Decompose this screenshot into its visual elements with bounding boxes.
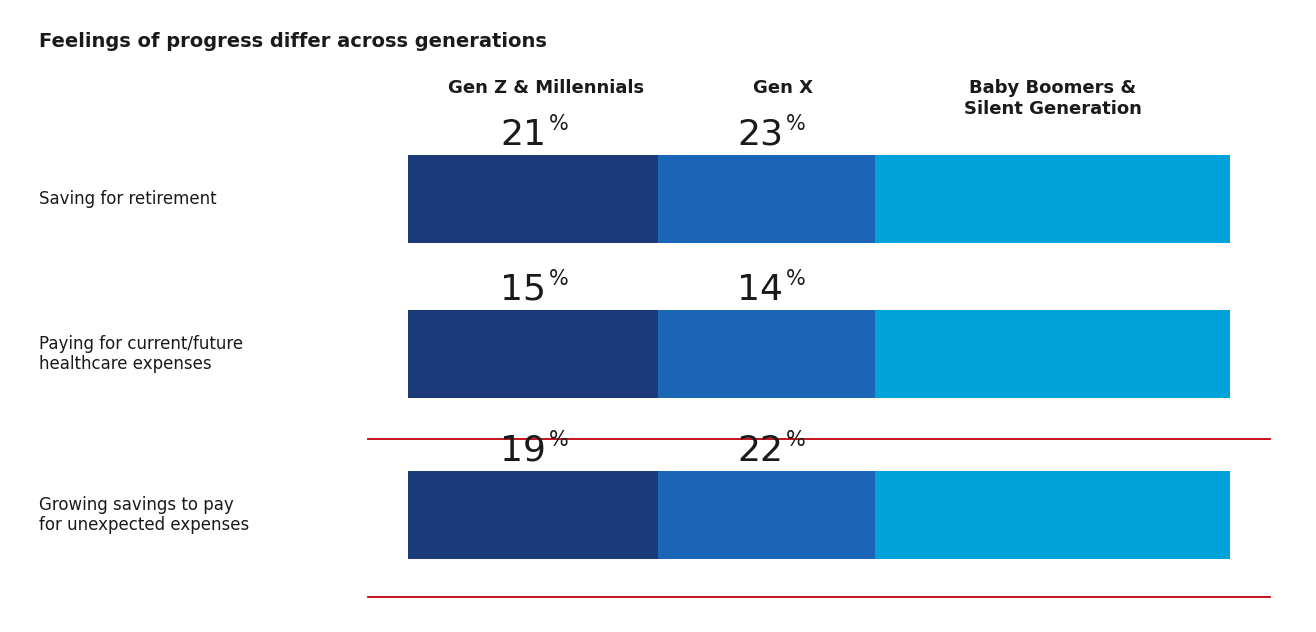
Text: Gen Z & Millennials: Gen Z & Millennials [447,79,645,97]
Bar [875,471,1230,559]
Text: 19: 19 [500,434,546,468]
Bar [875,310,1230,398]
Bar [408,310,684,398]
Text: 21: 21 [500,118,546,152]
Text: %: % [549,430,569,450]
Text: 23: 23 [737,118,783,152]
Text: %: % [786,269,805,289]
Bar [658,155,908,243]
Bar [658,471,908,559]
Text: Paying for current/future
healthcare expenses: Paying for current/future healthcare exp… [39,334,243,374]
Bar [408,155,684,243]
Text: Baby Boomers &
Silent Generation: Baby Boomers & Silent Generation [963,79,1142,118]
Text: 15: 15 [500,272,546,307]
Text: %: % [786,430,805,450]
Text: %: % [549,114,569,134]
Text: %: % [786,114,805,134]
Bar [658,310,908,398]
Text: Growing savings to pay
for unexpected expenses: Growing savings to pay for unexpected ex… [39,495,250,535]
Bar [408,471,684,559]
Bar [875,155,1230,243]
Text: Saving for retirement: Saving for retirement [39,190,217,208]
Text: %: % [549,269,569,289]
Text: 22: 22 [737,434,783,468]
Text: 14: 14 [737,272,783,307]
Text: Feelings of progress differ across generations: Feelings of progress differ across gener… [39,32,547,51]
Text: Gen X: Gen X [753,79,813,97]
